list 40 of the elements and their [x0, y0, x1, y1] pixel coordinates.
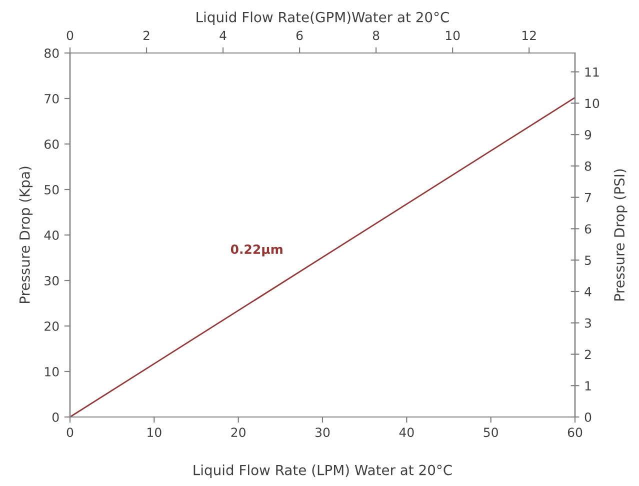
x-tick-label: 0 [66, 428, 74, 438]
x-axis-title: Liquid Flow Rate (LPM) Water at 20°C [194, 464, 452, 478]
x2-tick-label: 0 [66, 30, 74, 40]
y-tick-label: 10 [45, 366, 59, 376]
y-tick-label: 50 [44, 184, 59, 194]
y-tick-label: 40 [44, 230, 59, 240]
x2-tick-label: 8 [372, 30, 380, 40]
x-tick-label: 50 [484, 428, 498, 438]
y2-axis-title: Pressure Drop (PSI) [614, 169, 628, 300]
x-tick-label: 60 [568, 428, 582, 438]
y-tick-label: 20 [44, 321, 59, 331]
x-tick-label: 30 [316, 428, 330, 438]
y2-tick-label: 5 [584, 256, 591, 266]
x-tick-label: 10 [148, 428, 162, 438]
y2-tick-label: 4 [584, 287, 592, 296]
y-tick-label: 70 [44, 94, 59, 104]
y-tick-label: 80 [44, 48, 59, 58]
y2-tick-label: 8 [584, 161, 592, 171]
y2-tick-label: 0 [584, 412, 592, 422]
y2-tick-label: 3 [584, 318, 591, 328]
x2-tick-label: 6 [296, 30, 303, 40]
x2-tick-label: 12 [522, 30, 536, 40]
series-label: 0.22µm [230, 244, 282, 256]
x2-tick-label: 4 [220, 30, 226, 40]
y-tick-label: 60 [44, 139, 59, 149]
y2-tick-label: 1 [585, 381, 591, 390]
y2-tick-label: 10 [585, 98, 600, 108]
x2-tick-label: 10 [446, 30, 460, 40]
x2-axis-title: Liquid Flow Rate(GPM)Water at 20°C [196, 12, 449, 26]
x-tick-label: 40 [399, 428, 414, 438]
y2-tick-label: 9 [584, 130, 592, 140]
x2-tick-label: 2 [143, 30, 150, 40]
x-tick-label: 20 [231, 428, 246, 438]
y2-tick-label: 6 [584, 224, 592, 234]
y2-tick-label: 11 [585, 67, 599, 77]
y2-tick-label: 7 [585, 192, 591, 202]
y-tick-label: 0 [52, 412, 59, 422]
y-axis-title: Pressure Drop (Kpa) [19, 166, 33, 304]
y2-tick-label: 2 [584, 350, 591, 359]
y-tick-label: 30 [44, 276, 59, 286]
